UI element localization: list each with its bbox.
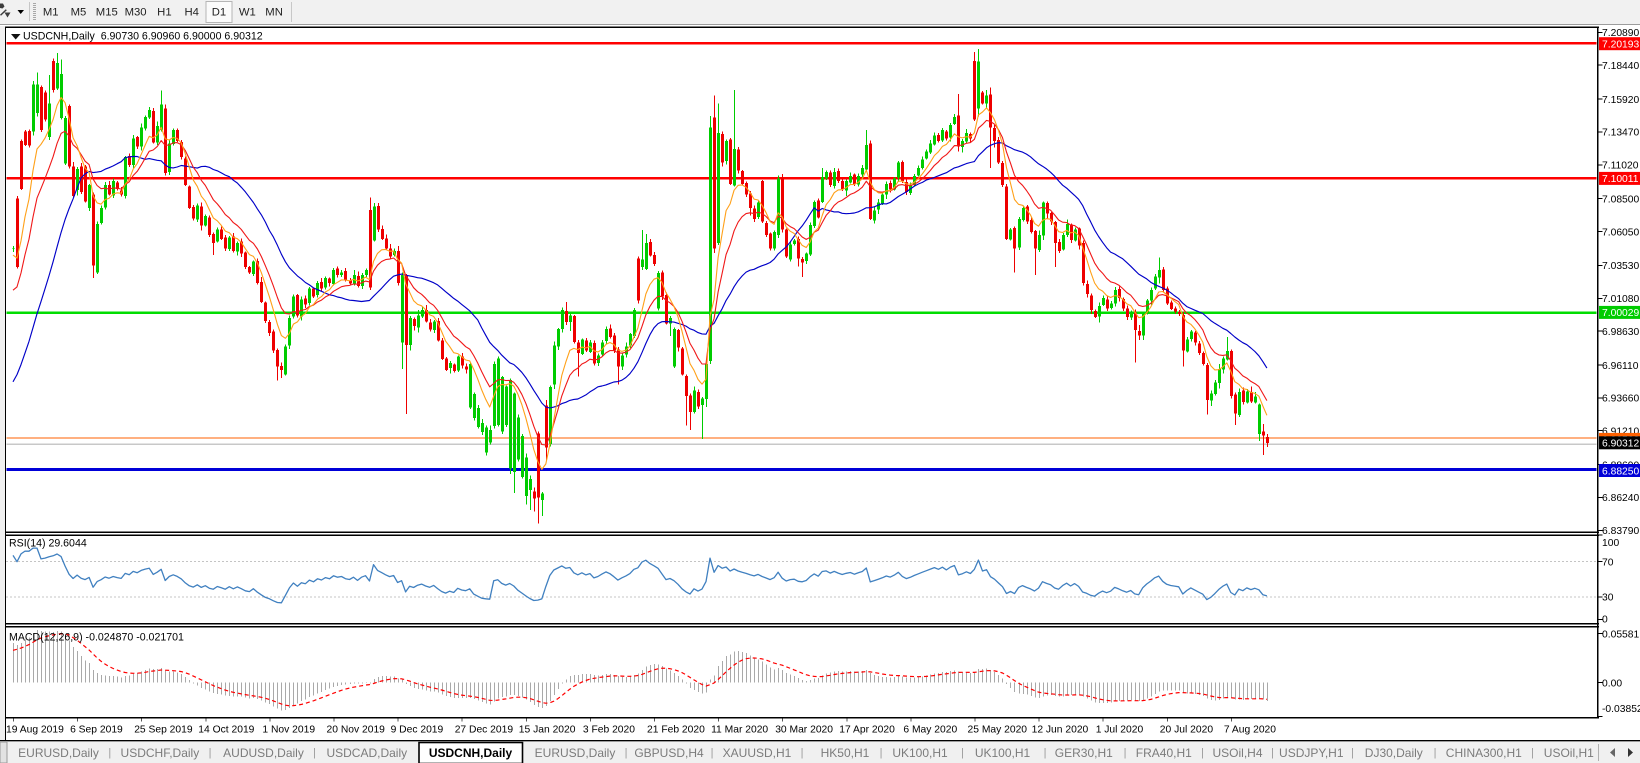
svg-text:USDCNH,Daily: USDCNH,Daily bbox=[429, 746, 513, 760]
svg-text:0: 0 bbox=[1602, 615, 1608, 626]
svg-text:H1: H1 bbox=[157, 7, 171, 19]
svg-text:21 Feb 2020: 21 Feb 2020 bbox=[647, 725, 705, 736]
svg-text:7 Aug 2020: 7 Aug 2020 bbox=[1224, 725, 1276, 736]
svg-text:20 Nov 2019: 20 Nov 2019 bbox=[327, 725, 386, 736]
svg-text:30: 30 bbox=[1602, 593, 1614, 604]
svg-text:30 Mar 2020: 30 Mar 2020 bbox=[775, 725, 833, 736]
svg-text:7.06050: 7.06050 bbox=[1602, 227, 1639, 238]
svg-text:|: | bbox=[961, 747, 964, 759]
svg-text:GBPUSD,H4: GBPUSD,H4 bbox=[634, 746, 704, 760]
svg-text:M1: M1 bbox=[43, 7, 59, 19]
svg-text:7.20890: 7.20890 bbox=[1602, 28, 1639, 39]
svg-text:25 May 2020: 25 May 2020 bbox=[968, 725, 1028, 736]
svg-text:MACD(12,26,9) -0.024870 -0.021: MACD(12,26,9) -0.024870 -0.021701 bbox=[9, 632, 184, 644]
svg-text:USDJPY,H1: USDJPY,H1 bbox=[1279, 746, 1344, 760]
svg-text:|: | bbox=[880, 747, 883, 759]
svg-text:|: | bbox=[801, 747, 804, 759]
svg-text:6.93660: 6.93660 bbox=[1602, 394, 1639, 405]
svg-text:7.20193: 7.20193 bbox=[1602, 40, 1639, 51]
svg-text:D1: D1 bbox=[212, 7, 226, 19]
svg-text:7.00029: 7.00029 bbox=[1602, 308, 1639, 319]
svg-text:USDCHF,Daily: USDCHF,Daily bbox=[121, 746, 200, 760]
svg-text:11 Mar 2020: 11 Mar 2020 bbox=[711, 725, 768, 736]
svg-text:M30: M30 bbox=[125, 7, 147, 19]
svg-text:CHINA300,H1: CHINA300,H1 bbox=[1446, 746, 1522, 760]
svg-text:|: | bbox=[711, 747, 714, 759]
svg-text:100: 100 bbox=[1602, 538, 1619, 549]
svg-text:6.83790: 6.83790 bbox=[1602, 526, 1639, 537]
svg-text:H4: H4 bbox=[184, 7, 198, 19]
svg-text:0.00: 0.00 bbox=[1602, 679, 1622, 690]
svg-text:|: | bbox=[1044, 747, 1047, 759]
svg-text:|: | bbox=[1271, 747, 1274, 759]
svg-text:25 Sep 2019: 25 Sep 2019 bbox=[134, 725, 193, 736]
svg-text:|: | bbox=[108, 747, 111, 759]
svg-text:6.86240: 6.86240 bbox=[1602, 493, 1639, 504]
svg-text:|: | bbox=[625, 747, 628, 759]
svg-text:17 Apr 2020: 17 Apr 2020 bbox=[839, 725, 895, 736]
svg-text:UK100,H1: UK100,H1 bbox=[892, 746, 948, 760]
svg-text:7.13470: 7.13470 bbox=[1602, 128, 1639, 139]
svg-text:USDCNH,Daily 6.90730 6.90960: USDCNH,Daily 6.90730 6.90960 6.90000 6.9… bbox=[23, 31, 263, 43]
svg-text:RSI(14) 29.6044: RSI(14) 29.6044 bbox=[9, 538, 87, 550]
svg-text:6.98630: 6.98630 bbox=[1602, 327, 1639, 338]
svg-text:6.96110: 6.96110 bbox=[1602, 361, 1639, 372]
svg-text:7.10011: 7.10011 bbox=[1602, 174, 1639, 185]
svg-text:7.11020: 7.11020 bbox=[1602, 161, 1639, 172]
svg-text:GER30,H1: GER30,H1 bbox=[1055, 746, 1113, 760]
svg-text:6 Sep 2019: 6 Sep 2019 bbox=[70, 725, 123, 736]
svg-text:0.05581: 0.05581 bbox=[1602, 630, 1639, 641]
svg-text:7.03530: 7.03530 bbox=[1602, 261, 1639, 272]
svg-text:3 Feb 2020: 3 Feb 2020 bbox=[583, 725, 635, 736]
svg-text:6.88250: 6.88250 bbox=[1602, 466, 1639, 477]
svg-text:MN: MN bbox=[265, 7, 283, 19]
svg-text:20 Jul 2020: 20 Jul 2020 bbox=[1160, 725, 1214, 736]
svg-text:USDCAD,Daily: USDCAD,Daily bbox=[326, 746, 407, 760]
svg-text:9 Dec 2019: 9 Dec 2019 bbox=[391, 725, 444, 736]
svg-text:M5: M5 bbox=[71, 7, 87, 19]
svg-text:7.18440: 7.18440 bbox=[1602, 61, 1639, 72]
svg-text:14 Oct 2019: 14 Oct 2019 bbox=[198, 725, 254, 736]
svg-text:|: | bbox=[1531, 747, 1534, 759]
svg-text:12 Jun 2020: 12 Jun 2020 bbox=[1032, 725, 1089, 736]
svg-text:HK50,H1: HK50,H1 bbox=[821, 746, 870, 760]
svg-text:USOil,H1: USOil,H1 bbox=[1544, 746, 1594, 760]
svg-text:6.90312: 6.90312 bbox=[1602, 439, 1639, 450]
svg-text:AUDUSD,Daily: AUDUSD,Daily bbox=[223, 746, 304, 760]
svg-text:|: | bbox=[1351, 747, 1354, 759]
svg-text:UK100,H1: UK100,H1 bbox=[975, 746, 1031, 760]
svg-text:EURUSD,Daily: EURUSD,Daily bbox=[18, 746, 99, 760]
svg-text:7.15920: 7.15920 bbox=[1602, 95, 1639, 106]
svg-text:70: 70 bbox=[1602, 557, 1614, 568]
svg-text:7.01080: 7.01080 bbox=[1602, 294, 1639, 305]
svg-text:EURUSD,Daily: EURUSD,Daily bbox=[535, 746, 616, 760]
svg-text:27 Dec 2019: 27 Dec 2019 bbox=[455, 725, 514, 736]
svg-text:DJ30,Daily: DJ30,Daily bbox=[1365, 746, 1423, 760]
svg-text:XAUUSD,H1: XAUUSD,H1 bbox=[723, 746, 792, 760]
svg-text:6.91210: 6.91210 bbox=[1602, 427, 1639, 438]
svg-text:|: | bbox=[1124, 747, 1127, 759]
svg-text:1 Jul 2020: 1 Jul 2020 bbox=[1096, 725, 1144, 736]
svg-text:|: | bbox=[1201, 747, 1204, 759]
svg-text:USOil,H4: USOil,H4 bbox=[1212, 746, 1262, 760]
svg-text:FRA40,H1: FRA40,H1 bbox=[1136, 746, 1192, 760]
svg-text:|: | bbox=[1434, 747, 1437, 759]
svg-text:15 Jan 2020: 15 Jan 2020 bbox=[519, 725, 576, 736]
svg-text:-0.038524: -0.038524 bbox=[1602, 704, 1640, 715]
svg-text:6 May 2020: 6 May 2020 bbox=[903, 725, 957, 736]
svg-text:1 Nov 2019: 1 Nov 2019 bbox=[262, 725, 315, 736]
svg-text:W1: W1 bbox=[239, 7, 256, 19]
svg-text:M15: M15 bbox=[96, 7, 118, 19]
svg-text:19 Aug 2019: 19 Aug 2019 bbox=[6, 725, 64, 736]
svg-text:7.08500: 7.08500 bbox=[1602, 195, 1639, 206]
svg-text:|: | bbox=[209, 747, 212, 759]
svg-text:|: | bbox=[313, 747, 316, 759]
